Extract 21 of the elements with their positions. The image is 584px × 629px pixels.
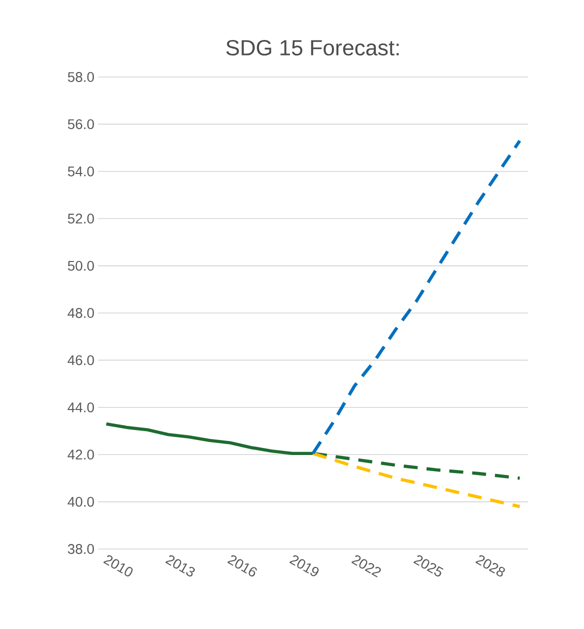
line-series [311, 139, 522, 456]
line-series [311, 452, 522, 508]
y-tick-label: 46.0 [68, 355, 94, 366]
y-tick-label: 58.0 [68, 72, 94, 82]
y-tick-label: 40.0 [68, 496, 94, 507]
chart-title: SDG 15 Forecast: [226, 40, 399, 56]
y-tick-label: 42.0 [68, 450, 94, 460]
x-tick-label: 2010 [103, 555, 133, 576]
y-tick-label: 52.0 [68, 214, 94, 224]
x-tick-label: 2022 [351, 555, 381, 578]
y-tick-label: 50.0 [68, 260, 94, 271]
x-tick-label: 2025 [413, 555, 444, 576]
y-tick-label: 44.0 [68, 402, 94, 412]
x-tick-label: 2028 [475, 555, 505, 577]
x-tick-label: 2013 [165, 555, 195, 577]
x-tick-label: 2019 [289, 555, 319, 576]
y-tick-label: 38.0 [68, 544, 94, 554]
y-tick-label: 48.0 [68, 308, 94, 318]
y-tick-label: 54.0 [68, 166, 94, 176]
y-tick-label: 56.0 [68, 119, 94, 130]
x-tick-label: 2016 [227, 555, 257, 577]
